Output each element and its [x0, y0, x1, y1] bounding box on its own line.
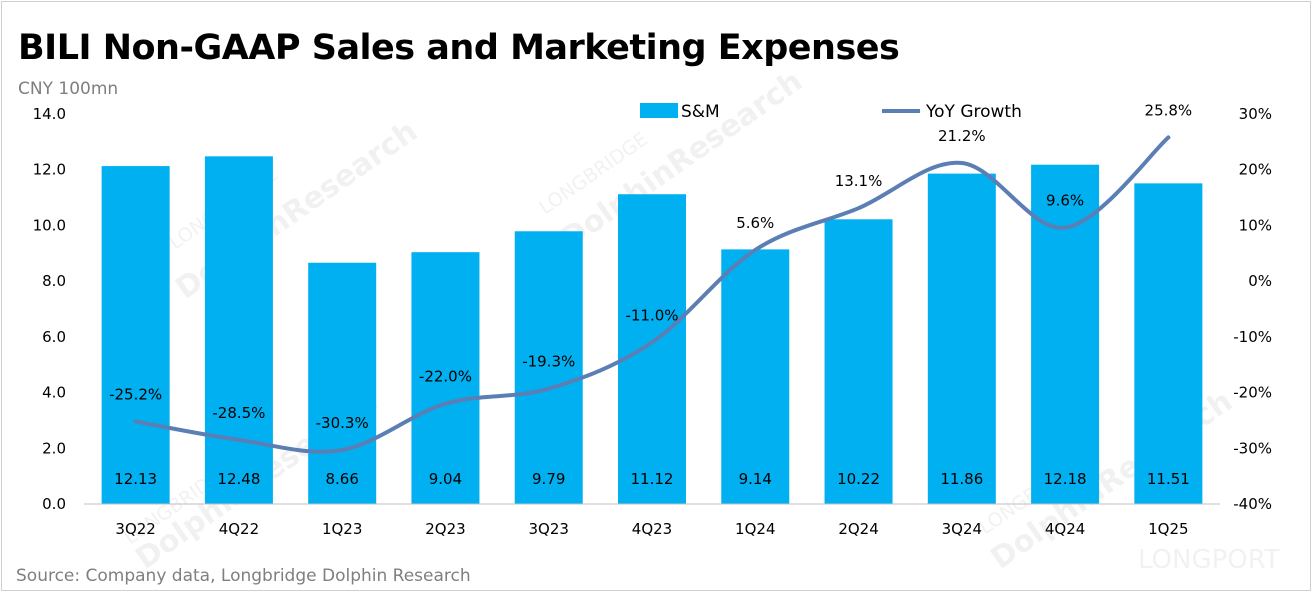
- yoy-value-label: -19.3%: [522, 353, 575, 371]
- x-tick-label: 4Q23: [632, 520, 672, 538]
- y-right-tick-label: -10%: [1233, 328, 1272, 346]
- unit-label: CNY 100mn: [18, 79, 119, 99]
- chart-title: BILI Non-GAAP Sales and Marketing Expens…: [18, 28, 900, 68]
- x-tick-label: 1Q23: [322, 520, 362, 538]
- x-tick-label: 2Q23: [425, 520, 465, 538]
- y-right-tick-label: -30%: [1233, 439, 1272, 457]
- yoy-value-label: 25.8%: [1145, 101, 1193, 119]
- line-labels: -25.2% -28.5% -30.3% -22.0% -19.3% -11.0% 5.6%…: [109, 101, 1192, 432]
- legend: S&M YoY Growth: [640, 102, 1022, 122]
- x-tick-label: 1Q25: [1148, 520, 1188, 538]
- y-left-tick-label: 2.0: [42, 439, 66, 457]
- yoy-value-label: 5.6%: [736, 214, 774, 232]
- bar-value-label: 12.18: [1044, 470, 1087, 488]
- bar-value-label: 11.86: [940, 470, 983, 488]
- legend-label-line: YoY Growth: [925, 102, 1022, 122]
- x-tick-label: 4Q24: [1045, 520, 1085, 538]
- bar-1Q24: [721, 249, 790, 504]
- bar-2Q23: [411, 252, 480, 504]
- y-right-tick-label: -40%: [1233, 495, 1272, 513]
- y-left-tick-label: 4.0: [42, 384, 66, 402]
- y-left-tick-label: 12.0: [33, 161, 66, 179]
- y-left-tick-label: 6.0: [42, 328, 66, 346]
- y-right-tick-label: 0%: [1248, 272, 1272, 290]
- y-right-tick-label: 20%: [1239, 161, 1272, 179]
- axes: 3Q22 4Q22 1Q23 2Q23 3Q23 4Q23 1Q24 2Q24 3Q24 4Q24…: [33, 105, 1272, 538]
- x-tick-label: 3Q23: [529, 520, 569, 538]
- bar-1Q23: [308, 262, 377, 504]
- bar-3Q24: [927, 173, 996, 504]
- x-tick-label: 2Q24: [838, 520, 878, 538]
- y-right-tick-label: 10%: [1239, 216, 1272, 234]
- bar-value-label: 12.13: [114, 470, 157, 488]
- line-series: [133, 135, 1171, 454]
- x-tick-label: 3Q22: [115, 520, 155, 538]
- y-right-tick-label: -20%: [1233, 384, 1272, 402]
- yoy-value-label: 9.6%: [1046, 192, 1084, 210]
- x-tick-label: 3Q24: [942, 520, 982, 538]
- bar-value-label: 10.22: [837, 470, 880, 488]
- bar-value-label: 9.79: [532, 470, 565, 488]
- yoy-value-label: 21.2%: [938, 127, 986, 145]
- y-left-tick-label: 0.0: [42, 495, 66, 513]
- yoy-value-label: -28.5%: [212, 404, 265, 422]
- bar-3Q23: [514, 231, 583, 504]
- bar-value-label: 8.66: [325, 470, 358, 488]
- bar-2Q24: [824, 219, 893, 505]
- yoy-value-label: -25.2%: [109, 386, 162, 404]
- legend-label-bar: S&M: [681, 102, 720, 122]
- yoy-value-label: -11.0%: [625, 306, 678, 324]
- bar-3Q22: [101, 166, 170, 505]
- x-tick-label: 4Q22: [219, 520, 259, 538]
- bar-1Q25: [1134, 183, 1203, 504]
- y-left-tick-label: 10.0: [33, 216, 66, 234]
- yoy-value-label: 13.1%: [835, 172, 883, 190]
- y-left-tick-label: 14.0: [33, 105, 66, 123]
- bar-value-label: 12.48: [217, 470, 260, 488]
- yoy-growth-line: [133, 135, 1171, 454]
- bar-value-label: 9.14: [739, 470, 772, 488]
- yoy-value-label: -22.0%: [419, 368, 472, 386]
- bar-4Q22: [204, 156, 273, 505]
- yoy-value-label: -30.3%: [316, 414, 369, 432]
- bar-4Q23: [618, 194, 686, 504]
- bar-series: [101, 156, 1203, 505]
- watermark-text: LONGPORT: [1138, 545, 1280, 575]
- x-tick-label: 1Q24: [735, 520, 775, 538]
- bar-value-label: 11.12: [631, 470, 674, 488]
- source-note: Source: Company data, Longbridge Dolphin…: [16, 566, 471, 586]
- y-left-tick-label: 8.0: [42, 272, 66, 290]
- y-right-tick-label: 30%: [1239, 105, 1272, 123]
- bar-labels: 12.13 12.48 8.66 9.04 9.79 11.12 9.14 10.22 11.8…: [114, 470, 1190, 488]
- watermark: LONGBRIDGE DolphinResearch LONGBRIDGE Do…: [120, 64, 1280, 577]
- bar-value-label: 9.04: [429, 470, 462, 488]
- legend-swatch-bar: [640, 103, 678, 118]
- bar-value-label: 11.51: [1147, 470, 1190, 488]
